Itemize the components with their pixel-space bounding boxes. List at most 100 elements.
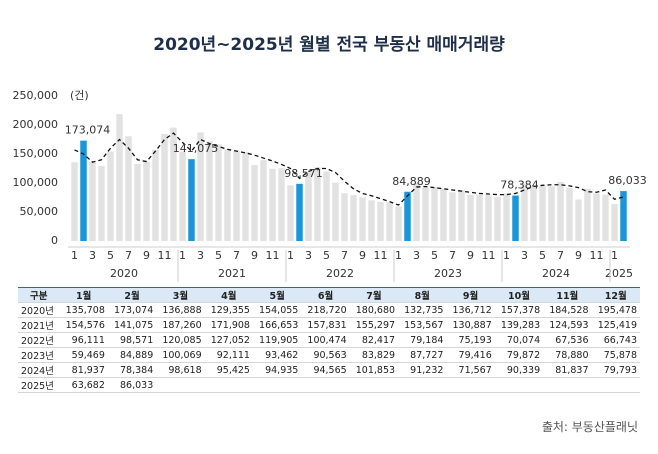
x-tick-label: 5 — [215, 249, 222, 262]
bar — [98, 165, 105, 241]
bar — [215, 144, 222, 241]
table-cell: 184,528 — [543, 302, 592, 318]
table-cell: 96,111 — [59, 332, 108, 348]
x-tick-label: 3 — [413, 249, 420, 262]
bar — [431, 186, 438, 241]
table-cell: 154,055 — [252, 302, 302, 318]
table-cell: 2월 — [107, 287, 157, 303]
table-row: 2023년 59,469 84,889 100,069 92,111 93,462 90,5… — [18, 347, 640, 363]
table-cell — [204, 377, 253, 393]
table-cell: 78,384 — [107, 362, 157, 378]
x-tick-label: 5 — [431, 249, 438, 262]
y-tick-label: 50,000 — [20, 205, 59, 218]
x-tick-label: 5 — [107, 249, 114, 262]
table-cell: 78,880 — [543, 347, 592, 363]
y-tick-label: 250,000 — [13, 89, 59, 102]
x-tick-label: 5 — [323, 249, 330, 262]
table-row: 2022년 96,111 98,571 120,085 127,052 119,905 10… — [18, 332, 640, 348]
bar — [116, 114, 123, 241]
table-row: 2024년 81,937 78,384 98,618 95,425 94,935 94,56… — [18, 362, 640, 378]
table-cell: 12월 — [591, 287, 640, 303]
bar — [458, 190, 465, 241]
table-row: 구분 1월 2월 3월 4월 5월 6월 7월 8월 9월 10월 11월 12월 — [18, 287, 640, 303]
table-cell — [543, 377, 592, 393]
table-cell: 94,565 — [301, 362, 350, 378]
table-cell: 218,720 — [301, 302, 350, 318]
table-cell: 3월 — [156, 287, 205, 303]
x-tick-label: 11 — [266, 249, 280, 262]
x-tick-label: 7 — [449, 249, 456, 262]
bar — [557, 181, 564, 241]
table-cell: 83,829 — [349, 347, 399, 363]
bar — [350, 195, 357, 241]
table-cell: 132,735 — [398, 302, 447, 318]
source: 출처: 부동산플래닛 — [541, 420, 638, 434]
table-cell: 155,297 — [349, 317, 399, 333]
table-row: 2020년 135,708 173,074 136,888 129,355 154,055… — [18, 302, 640, 318]
bar — [494, 196, 501, 241]
bar — [341, 193, 348, 241]
bar — [530, 185, 537, 241]
table-cell: 81,937 — [59, 362, 108, 378]
bar — [107, 151, 114, 241]
table-cell: 63,682 — [59, 377, 108, 393]
table-cell: 90,563 — [301, 347, 350, 363]
table-cell: 127,052 — [204, 332, 253, 348]
table-cell: 120,085 — [156, 332, 205, 348]
table-cell: 66,743 — [591, 332, 640, 348]
table-cell: 125,419 — [591, 317, 640, 333]
bar — [125, 136, 132, 241]
bar — [404, 191, 411, 241]
chart: 2020년~2025년 월별 전국 부동산 매매거래량 (건) 0 50,000 1… — [13, 35, 647, 282]
x-tick-label: 11 — [374, 249, 388, 262]
table-cell: 91,232 — [398, 362, 447, 378]
x-tick-label: 3 — [305, 249, 312, 262]
bar — [548, 186, 555, 241]
table-cell: 154,576 — [59, 317, 108, 333]
bar — [278, 168, 285, 241]
bar — [206, 141, 213, 241]
bar — [134, 164, 141, 241]
year-label: 2025 — [605, 267, 633, 280]
bar — [449, 192, 456, 241]
bar — [179, 151, 186, 241]
table-cell: 180,680 — [349, 302, 399, 318]
x-tick-label: 1 — [179, 249, 186, 262]
x-tick-label: 1 — [287, 249, 294, 262]
table-cell: 119,905 — [252, 332, 302, 348]
table-cell: 157,378 — [494, 302, 544, 318]
bar — [413, 182, 420, 241]
table-cell: 79,872 — [494, 347, 544, 363]
bar — [242, 151, 249, 241]
year-label: 2023 — [434, 267, 462, 280]
table-cell: 67,536 — [543, 332, 592, 348]
table-cell: 79,793 — [591, 362, 640, 378]
table-cell: 130,887 — [446, 317, 495, 333]
table-cell: 100,069 — [156, 347, 205, 363]
table-cell: 141,075 — [107, 317, 157, 333]
table-cell: 86,033 — [107, 377, 157, 393]
x-tick-label: 9 — [467, 249, 474, 262]
data-label: 84,889 — [392, 175, 431, 188]
year-label: 2020 — [110, 267, 138, 280]
x-tick-label: 7 — [557, 249, 564, 262]
x-tick-label: 3 — [521, 249, 528, 262]
table-cell: 135,708 — [59, 302, 108, 318]
table-cell: 94,935 — [252, 362, 302, 378]
table-cell: 2023년 — [18, 347, 60, 363]
bar — [260, 160, 267, 241]
table-cell: 101,853 — [349, 362, 399, 378]
x-tick-label: 1 — [611, 249, 618, 262]
bar — [395, 206, 402, 241]
bar — [197, 132, 204, 241]
table-cell: 93,462 — [252, 347, 302, 363]
bar — [161, 133, 168, 241]
table-cell: 75,878 — [591, 347, 640, 363]
table-cell: 5월 — [252, 287, 302, 303]
table-cell: 81,837 — [543, 362, 592, 378]
table-cell: 84,889 — [107, 347, 157, 363]
table-row: 2025년 63,682 86,033 — [18, 377, 640, 393]
table-cell: 98,571 — [107, 332, 157, 348]
table-cell: 82,417 — [349, 332, 399, 348]
